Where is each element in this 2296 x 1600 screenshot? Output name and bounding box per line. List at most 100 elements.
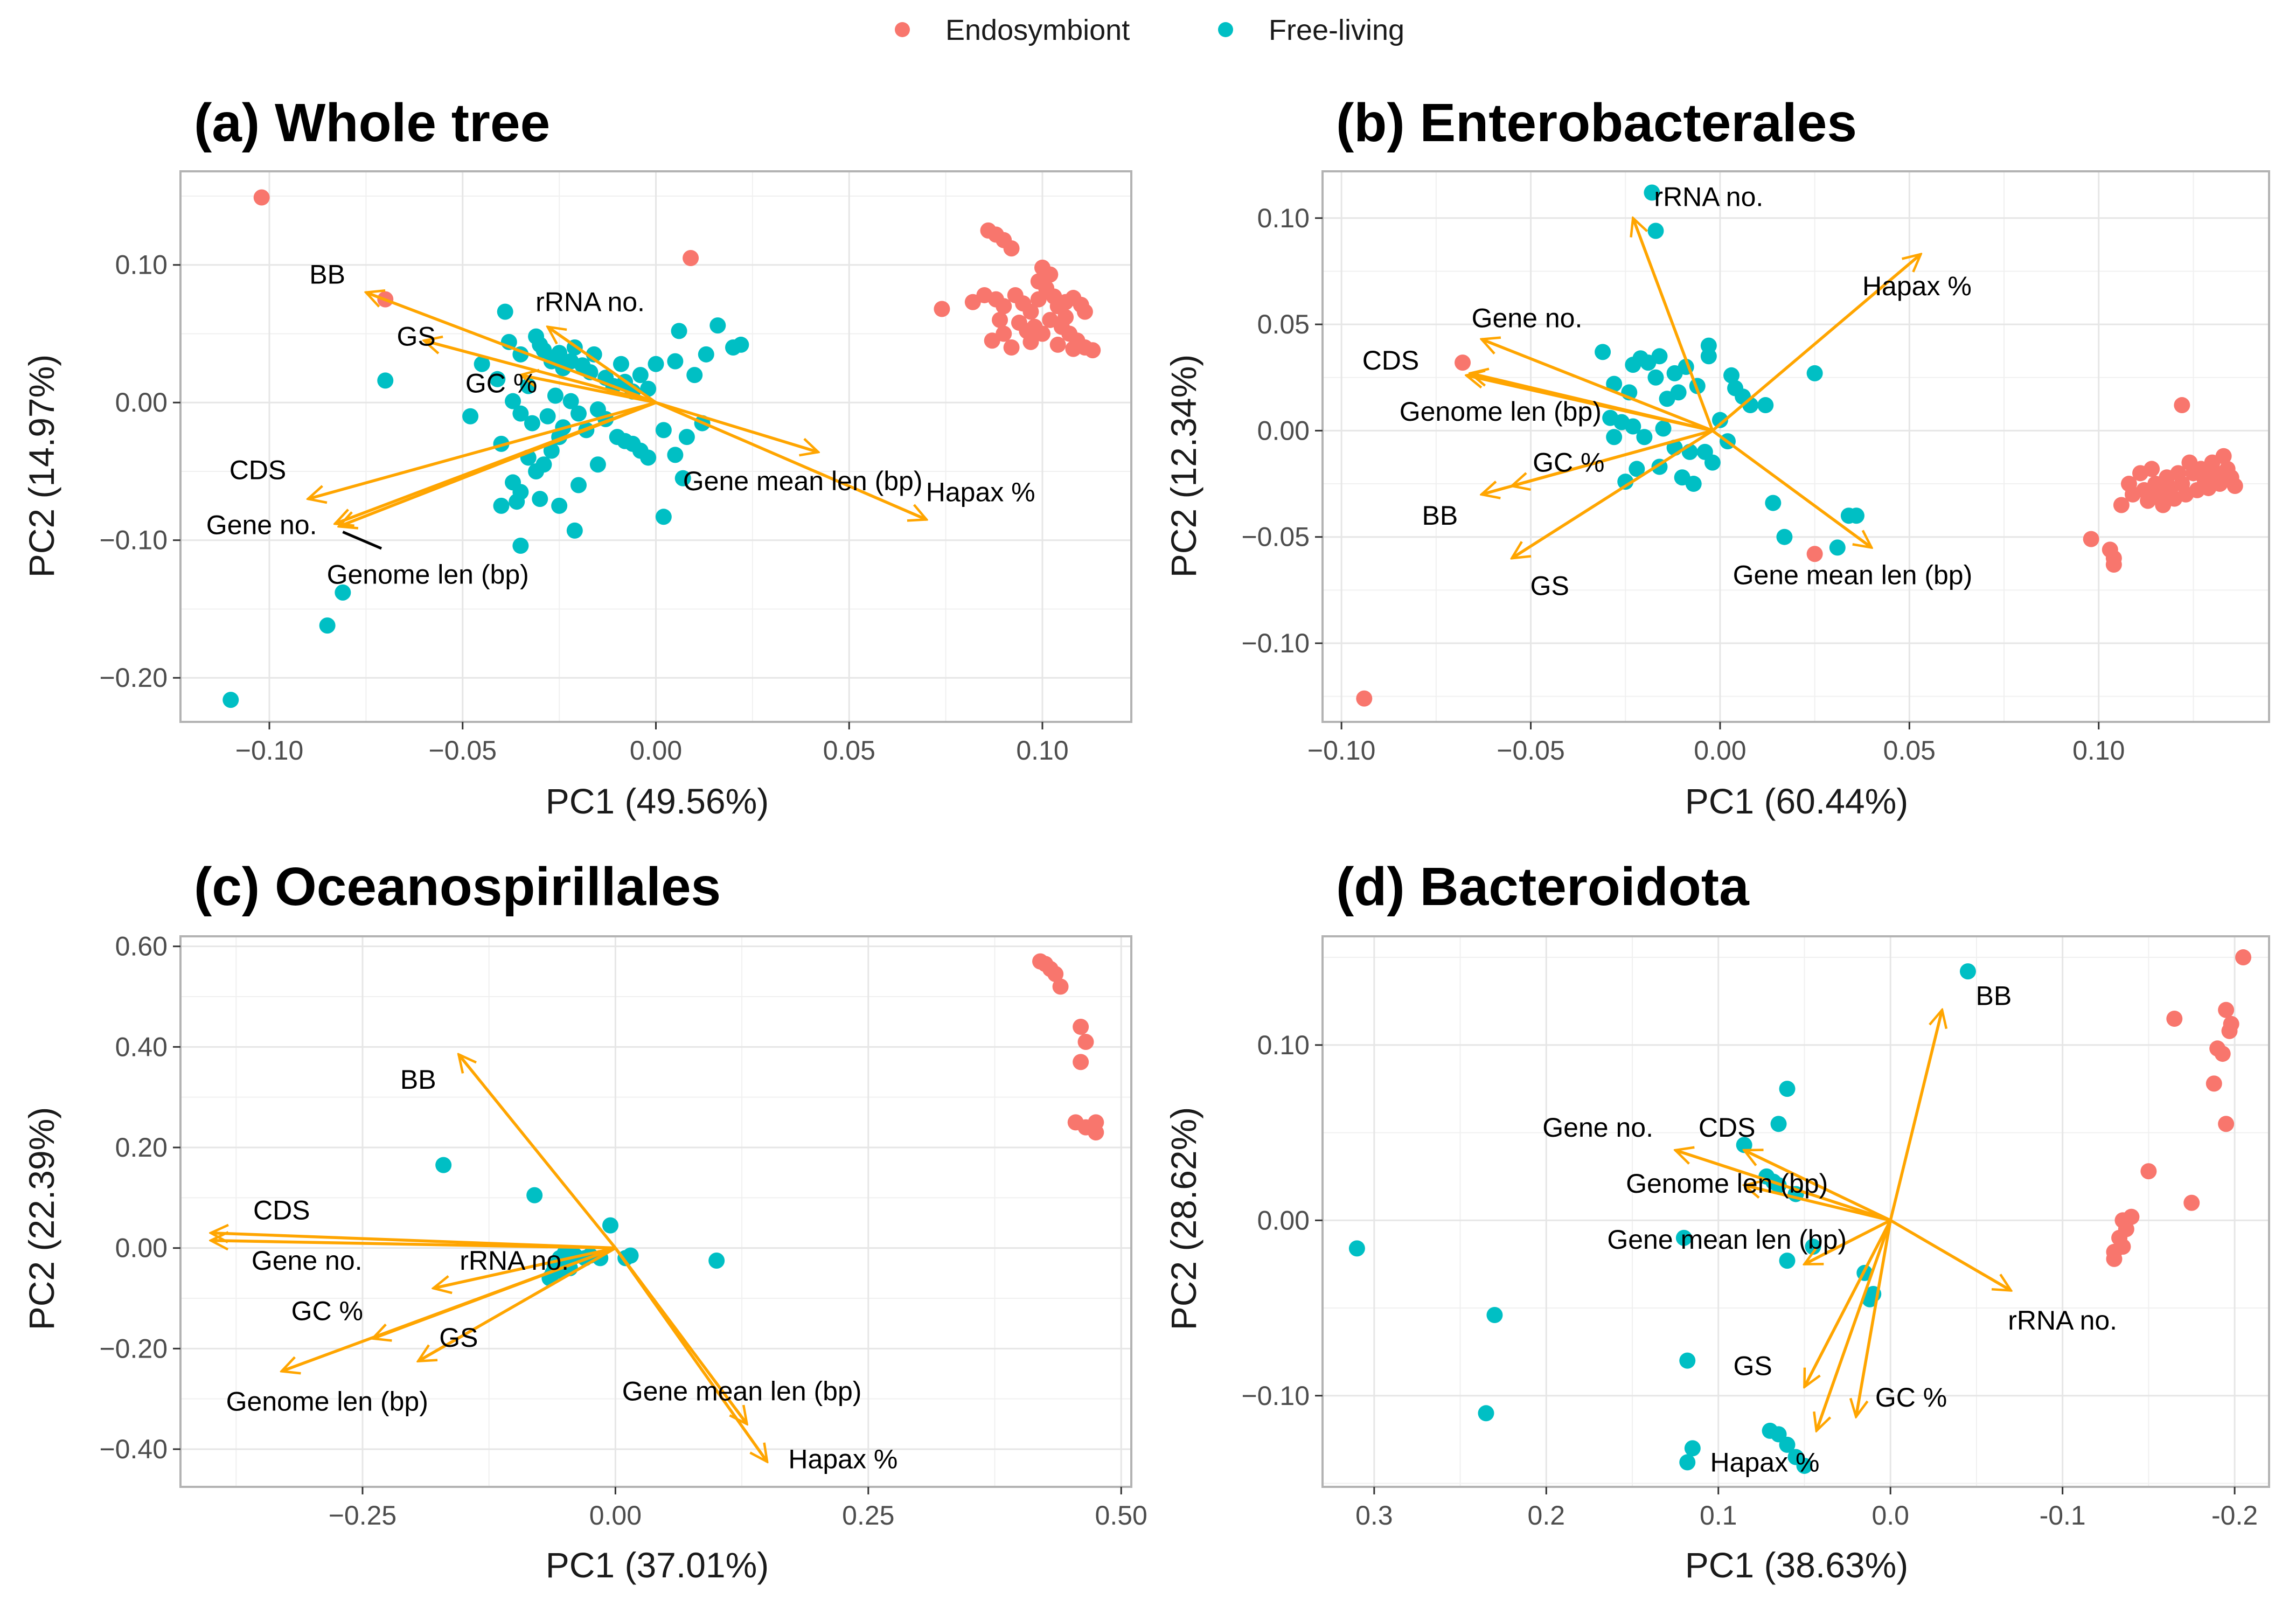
panel-a-point-endosymbiont-43 — [1030, 273, 1047, 290]
panel-a-y-tick-label-0: 0.10 — [115, 250, 168, 280]
panel-d-arrow-label-gs: GS — [1734, 1351, 1772, 1381]
panel-a-point-free-living-24 — [671, 323, 687, 339]
panel-d-y-tick-label-0: 0.10 — [1257, 1030, 1310, 1060]
panel-a-y-tick-label-1: 0.00 — [115, 387, 168, 418]
panel-c-arrow-label-gene-mean-len-bp: Gene mean len (bp) — [622, 1376, 862, 1407]
panel-b-point-free-living-32 — [1629, 461, 1645, 477]
panel-d-arrow-gene-no — [1675, 1150, 1891, 1222]
panel-a-point-free-living-63 — [589, 456, 606, 473]
panel-b-x-tick-label-1: −0.05 — [1497, 735, 1565, 766]
panel-a-point-free-living-29 — [733, 336, 749, 353]
panel-a-x-axis-title: PC1 (49.56%) — [546, 781, 769, 821]
panel-b-point-free-living-39 — [1829, 539, 1846, 556]
panel-a-label-leader-line — [342, 531, 382, 550]
panel-c-arrow-label-bb: BB — [400, 1065, 436, 1095]
panel-b-arrow-gene-no — [1481, 339, 1713, 432]
panel-a-title: (a) Whole tree — [194, 93, 550, 153]
panel-b-point-free-living-27 — [1655, 420, 1672, 437]
panel-d-point-free-living-0 — [1959, 963, 1976, 980]
panel-d-plot-border — [1321, 935, 2270, 1488]
panel-a-arrow-label-rrna-no: rRNA no. — [535, 287, 645, 317]
panel-b-arrow-label-cds: CDS — [1362, 345, 1420, 375]
panel-c-y-axis-title: PC2 (22.39%) — [22, 1107, 61, 1331]
panel-b-title: (b) Enterobacterales — [1336, 93, 1857, 153]
panel-a-point-free-living-62 — [570, 477, 587, 493]
panel-a-point-free-living-50 — [655, 422, 672, 439]
panel-c-point-free-living-0 — [435, 1157, 452, 1173]
panel-a-arrow-gene-mean-len-bp — [655, 401, 818, 452]
panel-c-point-endosymbiont-6 — [1077, 1034, 1094, 1050]
panel-a-point-free-living-66 — [493, 497, 510, 514]
panel-a-point-endosymbiont-35 — [1084, 342, 1101, 359]
panel-c-y-tick-label-3: 0.00 — [115, 1233, 168, 1263]
panel-b-point-free-living-12 — [1606, 375, 1623, 392]
panel-a-point-free-living-52 — [678, 429, 695, 446]
panel-b-arrow-label-hapax: Hapax % — [1862, 271, 1972, 301]
panel-d-x-axis-title: PC1 (38.63%) — [1685, 1545, 1909, 1585]
panel-a-point-free-living-14 — [586, 346, 602, 363]
panel-b-point-free-living-10 — [1700, 348, 1717, 365]
panel-b-point-free-living-20 — [1757, 397, 1774, 414]
panel-a-point-endosymbiont-8 — [1003, 240, 1020, 257]
panel-d-arrow-gs — [1803, 1220, 1892, 1387]
panel-d-point-free-living-24 — [1679, 1454, 1696, 1471]
panel-a-point-free-living-60 — [543, 442, 560, 459]
panel-d-x-tick-label-3: 0.0 — [1871, 1500, 1909, 1531]
panel-a-x-tick-label-3: 0.05 — [823, 735, 875, 766]
panel-a-point-endosymbiont-42 — [1057, 309, 1074, 325]
panel-d-point-endosymbiont-10 — [2183, 1194, 2200, 1211]
panel-b-y-tick-label-0: 0.10 — [1257, 203, 1310, 233]
panel-a-point-free-living-64 — [674, 470, 691, 486]
panel-b-point-free-living-6 — [1651, 348, 1668, 365]
panel-c-arrow-label-genome-len-bp: Genome len (bp) — [226, 1386, 428, 1416]
panel-b-arrow-label-gs: GS — [1530, 571, 1569, 601]
panel-c-point-free-living-2 — [602, 1217, 619, 1234]
panel-c-arrow-label-rrna-no: rRNA no. — [460, 1246, 569, 1276]
panel-d-title: (d) Bacteroidota — [1336, 857, 1750, 917]
panel-c-x-tick-label-3: 0.50 — [1095, 1500, 1147, 1531]
panel-a-x-tick-label-1: −0.05 — [429, 735, 497, 766]
panel-b-point-endosymbiont-4 — [2083, 531, 2099, 547]
panel-c-title: (c) Oceanospirillales — [194, 857, 721, 917]
panel-d-arrow-genome-len-bp — [1744, 1185, 1891, 1222]
panel-b-arrow-label-rrna-no: rRNA no. — [1654, 182, 1763, 212]
panel-a-arrow-genome-len-bp — [339, 401, 657, 526]
panel-d-arrow-cds — [1744, 1150, 1891, 1222]
panel-a-point-free-living-37 — [539, 408, 556, 425]
panel-d-point-free-living-3 — [1478, 1405, 1494, 1422]
panel-d-point-free-living-17 — [1679, 1352, 1696, 1369]
panel-c-x-tick-label-0: −0.25 — [329, 1500, 397, 1531]
panel-a-point-free-living-40 — [562, 393, 579, 409]
panel-d-point-endosymbiont-7 — [2205, 1075, 2222, 1092]
panel-c-x-tick-label-2: 0.25 — [842, 1500, 894, 1531]
panel-a-point-endosymbiont-2 — [683, 249, 699, 266]
panel-a-point-endosymbiont-11 — [996, 298, 1012, 315]
panel-a-point-free-living-49 — [640, 449, 657, 466]
panel-a-point-free-living-67 — [509, 493, 525, 510]
panel-b-point-endosymbiont-7 — [2105, 556, 2122, 573]
panel-a-point-endosymbiont-3 — [934, 301, 950, 317]
panel-c-y-tick-label-5: −0.40 — [99, 1434, 168, 1464]
legend: Endosymbiont Free-living — [895, 14, 1404, 46]
panel-b-x-tick-label-4: 0.10 — [2072, 735, 2125, 766]
panel-b-point-endosymbiont-36 — [2227, 478, 2243, 494]
panel-d-x-tick-label-0: 0.3 — [1355, 1500, 1393, 1531]
panel-d-point-free-living-22 — [1796, 1457, 1813, 1474]
legend-label-endosymbiont: Endosymbiont — [945, 14, 1130, 46]
panel-d-x-tick-label-1: 0.2 — [1528, 1500, 1566, 1531]
panel-b-x-tick-label-0: −0.10 — [1307, 735, 1376, 766]
panel-b-point-endosymbiont-14 — [2144, 461, 2160, 477]
panel-a-arrow-bb — [366, 293, 657, 404]
panel-d-x-tick-label-5: -0.2 — [2211, 1500, 2258, 1531]
panel-d-arrow-rrna-no — [1889, 1219, 2011, 1290]
panel-b-x-tick-label-3: 0.05 — [1883, 735, 1936, 766]
panel-a-x-tick-label-4: 0.10 — [1016, 735, 1068, 766]
panel-d-point-free-living-5 — [1770, 1116, 1787, 1132]
panel-d-point-free-living-1 — [1348, 1240, 1365, 1257]
panel-b-y-tick-label-4: −0.10 — [1241, 628, 1310, 658]
panel-d-point-free-living-11 — [1675, 1229, 1692, 1246]
panel-b-point-endosymbiont-0 — [1455, 354, 1471, 371]
panel-d-arrow-bb — [1889, 1010, 1942, 1221]
panel-c: (c) Oceanospirillales PC1 (37.01%) PC2 (… — [22, 857, 1147, 1585]
panel-a-arrow-gs — [424, 340, 657, 404]
